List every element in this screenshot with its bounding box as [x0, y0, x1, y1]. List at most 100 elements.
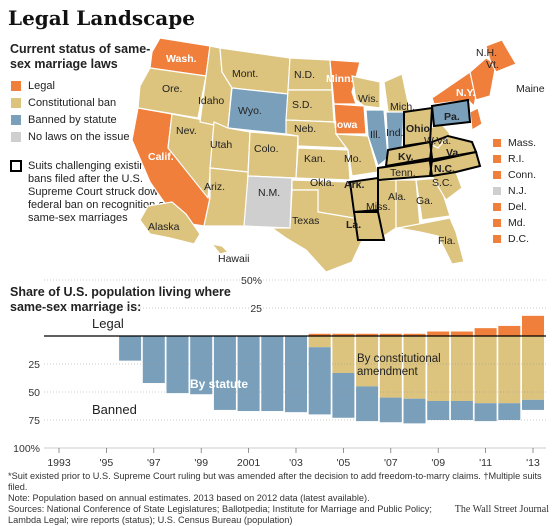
- state-label: N.Y.: [456, 87, 475, 99]
- x-tick-label: '05: [337, 457, 351, 469]
- x-tick-label: '11: [479, 457, 492, 469]
- state-az: [203, 167, 249, 227]
- state-mo: [334, 133, 379, 177]
- bar-statute: [166, 336, 189, 394]
- bar-legal: [403, 333, 426, 336]
- state-label: Ohio: [406, 123, 430, 135]
- bar-statute: [308, 347, 331, 415]
- side-state-conn: Conn.: [492, 169, 536, 181]
- legend-item-legal: Legal: [10, 80, 55, 92]
- legend-swatch: [10, 131, 22, 143]
- y-tick-label: 100%: [13, 443, 40, 455]
- bar-constitutional: [356, 336, 379, 387]
- state-label: W.Va.: [424, 135, 451, 147]
- state-label: N.H.: [476, 47, 497, 59]
- state-label: N.D.: [294, 69, 315, 81]
- x-tick-label: '09: [431, 457, 445, 469]
- state-wi: [351, 75, 381, 109]
- annotation-legal: Legal: [92, 316, 124, 331]
- state-label: Ore.: [162, 83, 182, 95]
- bar-statute: [190, 336, 213, 395]
- legend-label: Legal: [28, 80, 55, 92]
- bar-legal: [427, 331, 450, 336]
- state-label: S.D.: [292, 99, 312, 111]
- bar-constitutional: [308, 336, 331, 348]
- state-label: Wash.: [166, 53, 197, 65]
- bar-statute: [237, 336, 260, 412]
- bar-constitutional: [332, 336, 355, 373]
- state-label: Fla.: [438, 235, 456, 247]
- legend-item-no-laws: No laws on the issue: [10, 131, 130, 143]
- bar-statute: [474, 403, 497, 422]
- legend-item-statute: Banned by statute: [10, 114, 117, 126]
- bar-statute: [213, 336, 236, 410]
- state-label: La.: [346, 219, 361, 231]
- footnotes: *Suit existed prior to U.S. Supreme Cour…: [8, 471, 553, 526]
- legend-swatch: [10, 114, 22, 126]
- legend-swatch: [10, 97, 22, 109]
- y-tick-label: 50: [28, 387, 40, 399]
- state-label: Colo.: [254, 143, 279, 155]
- bar-legal: [474, 328, 497, 336]
- credit: The Wall Street Journal: [454, 504, 549, 515]
- footnote: Sources: National Conference of State Le…: [8, 504, 432, 514]
- state-label: Wis.: [358, 93, 378, 105]
- bar-constitutional: [427, 336, 450, 401]
- state-ia: [333, 103, 367, 135]
- bar-statute: [142, 336, 165, 384]
- annotation-constitutional: By constitutional: [357, 353, 441, 365]
- bar-statute: [356, 386, 379, 422]
- state-label: N.C.: [434, 163, 455, 175]
- y-tick-label: 50%: [241, 275, 262, 287]
- annotation-banned: Banned: [92, 402, 137, 417]
- bar-legal: [522, 315, 544, 336]
- state-il: [365, 109, 389, 168]
- bar-constitutional: [474, 336, 497, 404]
- state-mid-atlantic: [469, 107, 483, 131]
- state-label: Utah: [210, 139, 232, 151]
- map-subtitle: Current status of same-sex marriage laws: [10, 42, 151, 71]
- state-label: Texas: [292, 215, 319, 227]
- state-label: Ark.: [344, 179, 365, 191]
- legend-swatch: [10, 80, 22, 92]
- bar-legal: [450, 331, 473, 336]
- state-label: Neb.: [294, 123, 316, 135]
- bar-statute: [450, 400, 473, 420]
- suit-legend-label: Suits challenging existing bans filed af…: [28, 160, 174, 224]
- state-label: Va.: [446, 147, 461, 159]
- state-label: Mont.: [232, 68, 258, 80]
- state-ga: [415, 177, 451, 221]
- y-tick-label: 25: [28, 359, 40, 371]
- state-label: Ariz.: [204, 181, 225, 193]
- state-label: Miss.: [366, 201, 391, 213]
- side-state-mass: Mass.: [492, 137, 536, 149]
- state-label: Ala.: [388, 191, 406, 203]
- bar-constitutional: [522, 336, 544, 400]
- state-label: Vt.: [486, 59, 499, 71]
- state-label: Hawaii: [218, 253, 250, 265]
- state-hi: [210, 243, 230, 255]
- legend-label: Constitutional ban: [28, 97, 117, 109]
- bar-legal: [356, 333, 379, 336]
- legend-item-suit: [10, 160, 28, 172]
- bar-legal: [332, 333, 355, 336]
- bar-statute: [522, 399, 544, 410]
- side-state-nj: N.J.: [492, 185, 527, 197]
- annotation-statute: By statute: [190, 377, 248, 391]
- state-ks: [295, 147, 351, 181]
- state-ne: [285, 119, 347, 149]
- y-tick-label: 75: [28, 415, 40, 427]
- bar-constitutional: [403, 336, 426, 399]
- bar-statute: [261, 336, 284, 412]
- state-label: Calif.: [148, 151, 174, 163]
- legend-label: Banned by statute: [28, 114, 117, 126]
- state-ne-states: [469, 57, 497, 101]
- state-label: Ind.: [386, 127, 404, 139]
- side-state-dc: D.C.: [492, 233, 529, 245]
- state-label: Pa.: [444, 111, 460, 123]
- side-state-del: Del.: [492, 201, 527, 213]
- state-label: Wyo.: [238, 105, 262, 117]
- state-tx: [270, 189, 367, 273]
- state-label: Ky.: [398, 151, 414, 163]
